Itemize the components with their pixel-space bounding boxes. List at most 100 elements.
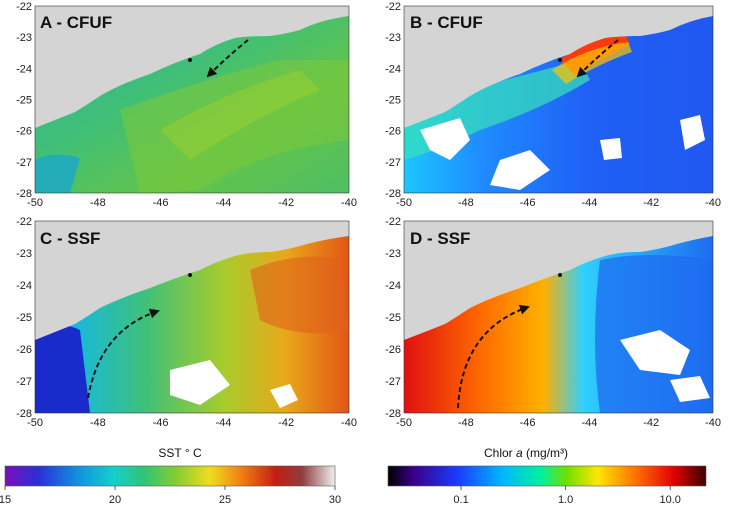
panel-b-x-tick: -42 xyxy=(643,197,659,209)
panel-b-y-tick: -23 xyxy=(385,32,401,44)
panel-a-y-tick: -24 xyxy=(16,63,32,75)
panel-a-x-tick: -48 xyxy=(90,197,106,209)
sst-colorbar: SST ° C 15 20 25 30 xyxy=(0,446,341,506)
panel-c-x-tick: -42 xyxy=(278,417,294,429)
panel-c-y-tick: -23 xyxy=(16,248,32,260)
panel-d-arrow xyxy=(457,304,530,409)
panel-b-x-tick: -50 xyxy=(396,197,412,209)
panel-a-frame xyxy=(34,5,350,194)
panel-a-x-tick: -42 xyxy=(278,197,294,209)
sst-tick-label: 20 xyxy=(109,494,121,506)
panel-d-y-tick: -24 xyxy=(385,280,401,292)
panel-c-cloud-2 xyxy=(270,384,298,408)
panel-c-y-tick: -26 xyxy=(16,344,32,356)
sst-tick-label: 25 xyxy=(219,494,231,506)
panel-d-cloud-1 xyxy=(620,330,690,375)
panel-b-frame xyxy=(403,5,714,194)
panel-c-site-marker xyxy=(188,273,192,277)
panel-c-y-tick: -25 xyxy=(16,312,32,324)
panel-a-cold-coast xyxy=(35,154,80,193)
panel-b-arrow xyxy=(576,39,619,78)
panel-a-y-tick: -22 xyxy=(16,1,32,13)
panel-c-x-tick: -40 xyxy=(341,417,357,429)
panel-a: A - CFUF xyxy=(34,5,350,194)
panel-a-y-tick: -25 xyxy=(16,95,32,107)
panel-b-y-tick: -27 xyxy=(385,157,401,169)
chlor-colorbar: Chlor a (mg/m³) 0.1 1.0 10.0 xyxy=(387,446,707,506)
panel-b-x-tick: -48 xyxy=(458,197,474,209)
panel-c: C - SSF xyxy=(34,220,350,414)
panel-a-y-tick: -23 xyxy=(16,32,32,44)
panel-a-site-marker xyxy=(188,58,192,62)
panel-b-x-tick: -46 xyxy=(520,197,536,209)
panel-d-y-tick: -28 xyxy=(385,408,401,420)
panel-b-cloud-1 xyxy=(420,118,470,160)
chlor-colorbar-ticks: 0.1 1.0 10.0 xyxy=(453,486,681,506)
chlor-tick-label: 1.0 xyxy=(558,494,573,506)
panel-d-x-tick: -46 xyxy=(520,417,536,429)
panel-a-arrow xyxy=(206,39,249,78)
panel-c-title: C - SSF xyxy=(40,229,100,248)
panel-d-cloud-2 xyxy=(670,376,710,402)
panel-d-y-tick: -25 xyxy=(385,312,401,324)
panel-d-y-tick: -22 xyxy=(385,216,401,228)
panel-a-x-tick: -44 xyxy=(215,197,231,209)
panel-c-y-tick: -27 xyxy=(16,376,32,388)
chlor-tick-label: 10.0 xyxy=(659,494,680,506)
panel-b-site-marker xyxy=(558,58,562,62)
axis-ticks: -50 -48 -46 -44 -42 -40-22-23-24-25-26-27-28-… xyxy=(16,1,721,429)
panel-a-y-tick: -26 xyxy=(16,126,32,138)
chlor-colorbar-label: Chlor a (mg/m³) xyxy=(484,446,568,460)
panel-d-y-tick: -26 xyxy=(385,344,401,356)
panel-d-x-tick: -40 xyxy=(705,417,721,429)
panel-b-y-tick: -22 xyxy=(385,1,401,13)
sst-colorbar-label: SST ° C xyxy=(158,446,202,460)
sst-colorbar-bar xyxy=(4,465,336,487)
sst-tick-label: 30 xyxy=(329,494,341,506)
panel-b-x-tick: -44 xyxy=(581,197,597,209)
sst-colorbar-ticks: 15 20 25 30 xyxy=(0,486,341,506)
panel-c-x-tick: -46 xyxy=(153,417,169,429)
panel-c-y-tick: -22 xyxy=(16,216,32,228)
chlor-colorbar-bar xyxy=(387,465,707,487)
panel-c-land xyxy=(35,221,349,340)
panel-b-y-tick: -24 xyxy=(385,63,401,75)
panel-d-land xyxy=(404,221,713,340)
panel-d-x-tick: -42 xyxy=(643,417,659,429)
panel-b-y-tick: -28 xyxy=(385,188,401,200)
panel-a-y-tick: -27 xyxy=(16,157,32,169)
panel-a-land xyxy=(35,6,349,128)
panel-d: D - SSF xyxy=(403,220,714,414)
panel-a-x-tick: -50 xyxy=(27,197,43,209)
panel-a-y-tick: -28 xyxy=(16,188,32,200)
panel-b-y-tick: -26 xyxy=(385,126,401,138)
panel-d-y-tick: -27 xyxy=(385,376,401,388)
panel-d-x-tick: -44 xyxy=(581,417,597,429)
panel-d-y-tick: -23 xyxy=(385,248,401,260)
panel-b-title: B - CFUF xyxy=(410,13,483,32)
panel-b: B - CFUF xyxy=(403,5,714,194)
panel-a-title: A - CFUF xyxy=(40,13,112,32)
sst-tick-label: 15 xyxy=(0,494,11,506)
panel-a-x-tick: -40 xyxy=(341,197,357,209)
panel-c-y-tick: -28 xyxy=(16,408,32,420)
panel-a-x-tick: -46 xyxy=(153,197,169,209)
panel-c-cloud-1 xyxy=(170,360,230,405)
panel-d-frame xyxy=(403,220,714,414)
panel-b-cloud-3 xyxy=(680,115,705,150)
panel-c-arrow xyxy=(87,308,160,399)
panel-c-cold-plume xyxy=(35,325,90,413)
panel-d-x-tick: -48 xyxy=(458,417,474,429)
panel-c-warm-core xyxy=(250,256,349,334)
panel-b-y-tick: -25 xyxy=(385,95,401,107)
panel-b-cloud-4 xyxy=(600,138,622,160)
panel-b-x-tick: -40 xyxy=(705,197,721,209)
panel-d-title: D - SSF xyxy=(410,229,470,248)
panel-d-site-marker xyxy=(558,273,562,277)
panel-c-x-tick: -48 xyxy=(90,417,106,429)
panel-b-land xyxy=(404,6,713,128)
panel-b-cloud-2 xyxy=(490,150,550,190)
panel-c-frame xyxy=(34,220,350,414)
panel-a-warm-band xyxy=(160,70,320,160)
